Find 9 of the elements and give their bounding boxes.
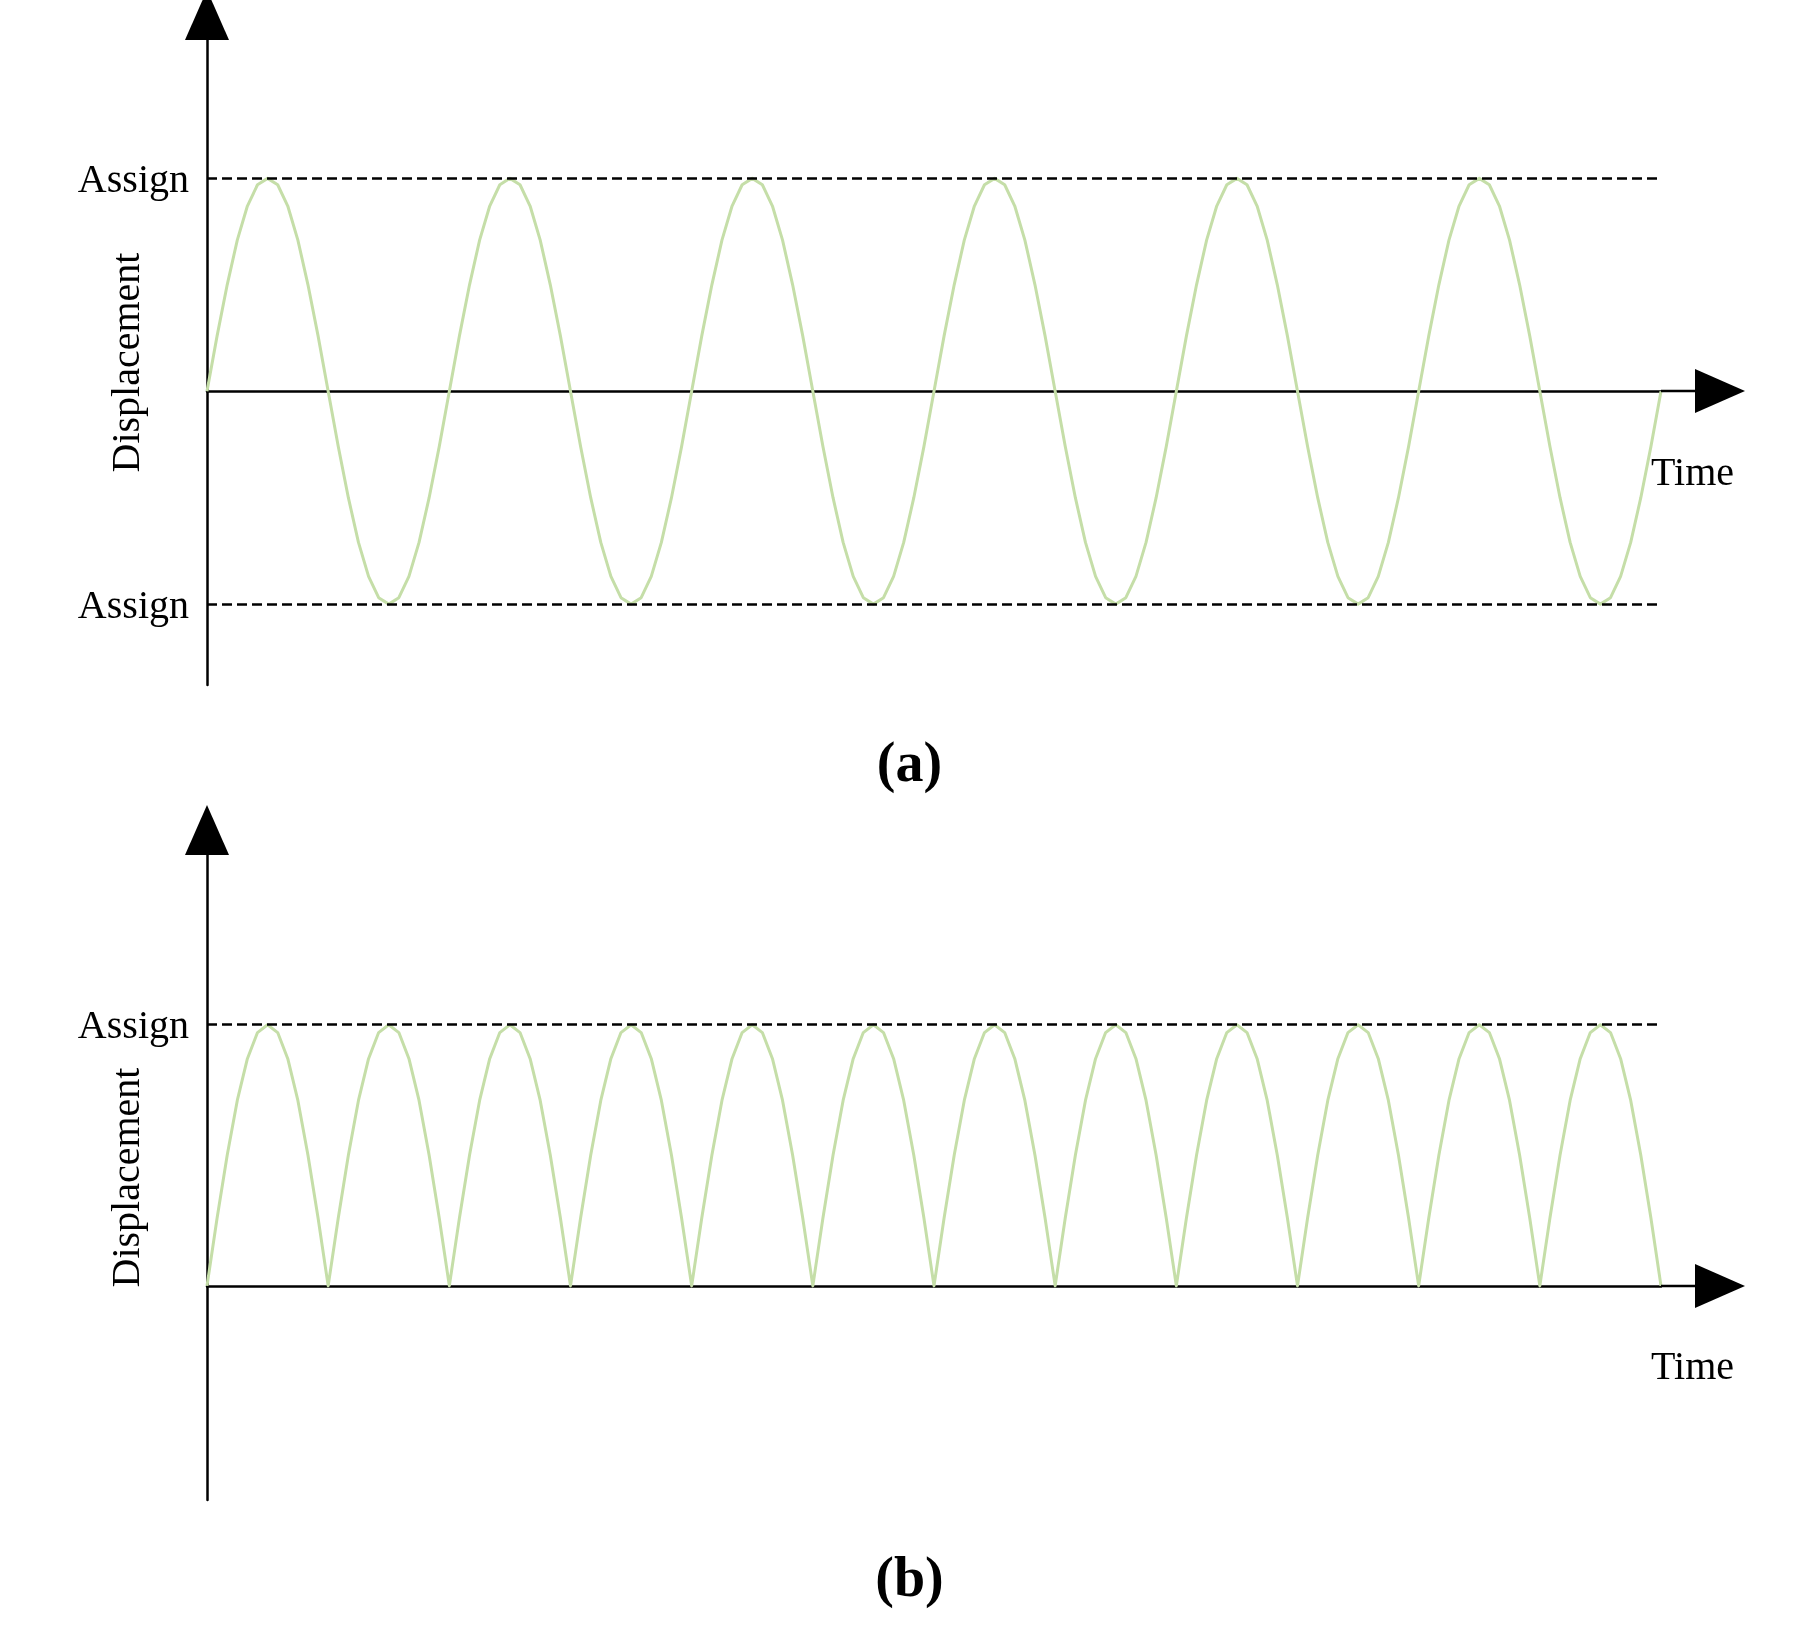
ref-line-label: Assign	[77, 581, 189, 627]
text: (a)	[876, 731, 943, 794]
y-axis-title: Displacement	[102, 1067, 148, 1288]
x-axis-title: Time	[1651, 448, 1735, 494]
text: (b)	[875, 1546, 944, 1609]
y-axis-title: Displacement	[102, 252, 148, 473]
ref-line-label: Assign	[77, 1002, 189, 1048]
ref-line-label: Assign	[77, 155, 189, 201]
x-axis-title: Time	[1651, 1343, 1735, 1389]
